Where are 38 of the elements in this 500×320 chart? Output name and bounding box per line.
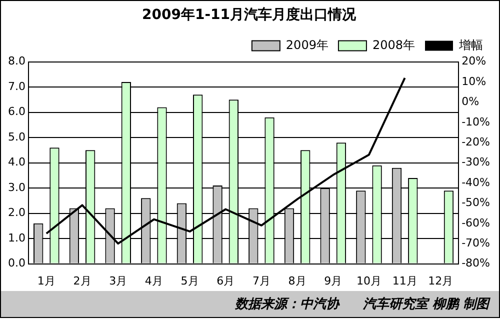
x-tick-label: 6月 [216, 274, 235, 288]
y-tick-label: 4.0 [8, 156, 26, 169]
x-tick-label: 10月 [356, 274, 382, 288]
y-tick-label: 3.0 [8, 180, 26, 194]
chart-title: 2009年1-11月汽车月度出口情况 [142, 6, 357, 24]
y-tick-label: 1.0 [8, 231, 26, 244]
x-tick-label: 8月 [288, 274, 306, 288]
y-tick-label: 6.0 [8, 105, 26, 118]
legend-label: 2008年 [372, 38, 416, 52]
y2-tick-label: -20% [462, 135, 490, 148]
y-tick-label: 5.0 [8, 130, 26, 144]
y2-tick-label: -50% [462, 196, 490, 210]
y-tick-label: 8.0 [8, 54, 26, 68]
y2-tick-label: -80% [462, 256, 490, 270]
y2-tick-label: 0% [462, 95, 480, 108]
x-tick-label: 12月 [428, 274, 454, 288]
y-tick-label: 2.0 [8, 206, 26, 220]
y2-tick-label: 20% [462, 54, 486, 68]
y2-tick-label: -70% [462, 236, 490, 250]
x-tick-label: 3月 [109, 274, 128, 288]
y-tick-label: 7.0 [8, 80, 26, 93]
text: 汽车研究室 柳鹏 制图 [362, 296, 489, 313]
legend-label: 增幅 [458, 38, 483, 52]
legend-label: 2009年 [286, 38, 328, 52]
x-tick-label: 11月 [392, 274, 418, 288]
y2-tick-label: -10% [462, 115, 490, 128]
x-tick-label: 1月 [37, 274, 56, 288]
x-tick-label: 5月 [180, 274, 199, 288]
y-tick-label: 0.0 [8, 256, 26, 270]
y2-tick-label: 10% [462, 74, 486, 88]
y2-tick-label: -40% [462, 176, 490, 189]
x-tick-label: 7月 [252, 274, 270, 288]
x-tick-label: 2月 [73, 274, 92, 288]
x-tick-label: 4月 [144, 274, 163, 288]
y2-tick-label: -30% [462, 156, 490, 169]
source-note: 数据来源：中汽协 [234, 296, 339, 313]
y2-tick-label: -60% [462, 216, 490, 230]
x-tick-label: 9月 [324, 274, 342, 288]
